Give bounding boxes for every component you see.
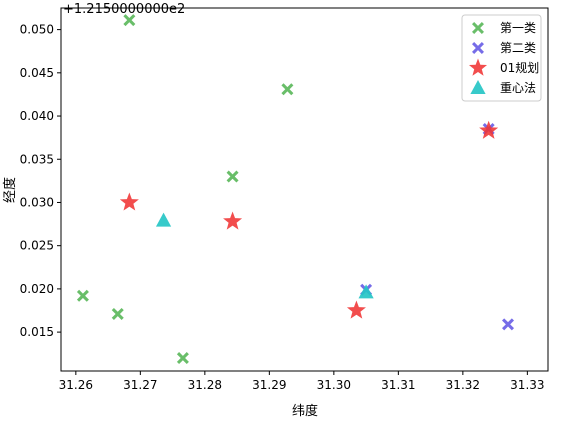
x-axis-ticks: 31.26 31.27 31.28 31.29 31.30 31.31 31.32 31.33	[59, 371, 545, 392]
x-tick-label: 31.26	[59, 378, 93, 392]
x-tick-label: 31.29	[252, 378, 286, 392]
y-tick-label: 0.050	[20, 23, 54, 37]
legend-label: 第二类	[500, 41, 536, 55]
x-tick-label: 31.31	[381, 378, 415, 392]
data-point-series-1	[281, 83, 294, 96]
y-axis-ticks: 0.015 0.020 0.025 0.030 0.035 0.040 0.045 0.050	[20, 23, 61, 339]
x-tick-label: 31.28	[188, 378, 222, 392]
data-point-series-1	[111, 307, 124, 320]
y-offset-label: +1.2150000000e2	[63, 2, 185, 17]
legend-label: 01规划	[500, 60, 539, 75]
y-tick-label: 0.030	[20, 195, 54, 209]
legend-marker	[470, 80, 486, 94]
y-tick-label: 0.035	[20, 152, 54, 166]
y-axis-label: 经度	[2, 177, 18, 203]
legend-marker	[468, 58, 488, 76]
data-point-series-3	[223, 211, 243, 230]
x-axis-label: 纬度	[292, 403, 318, 419]
legend-label: 重心法	[500, 81, 536, 95]
y-tick-label: 0.045	[20, 66, 54, 80]
y-tick-label: 0.025	[20, 239, 54, 253]
x-tick-label: 31.27	[123, 378, 157, 392]
x-tick-label: 31.30	[317, 378, 351, 392]
data-point-series-1	[176, 352, 189, 365]
data-points	[76, 14, 515, 365]
data-point-series-4	[358, 284, 374, 299]
y-tick-label: 0.015	[20, 325, 54, 339]
plot-area-frame	[60, 7, 549, 372]
legend-marker	[472, 42, 484, 54]
data-point-series-1	[123, 14, 136, 27]
data-point-series-3	[346, 300, 366, 319]
legend-frame	[461, 14, 542, 102]
data-point-series-1	[226, 170, 239, 183]
legend-label: 第一类	[500, 21, 536, 35]
x-tick-label: 31.33	[510, 378, 544, 392]
legend-marker	[472, 22, 484, 34]
data-point-series-3	[479, 120, 499, 139]
y-tick-label: 0.040	[20, 109, 54, 123]
data-point-series-3	[119, 192, 139, 211]
data-point-series-4	[155, 212, 172, 227]
data-point-series-2	[502, 318, 515, 331]
x-tick-label: 31.32	[446, 378, 480, 392]
data-point-series-1	[76, 289, 89, 302]
y-tick-label: 0.020	[20, 282, 54, 296]
